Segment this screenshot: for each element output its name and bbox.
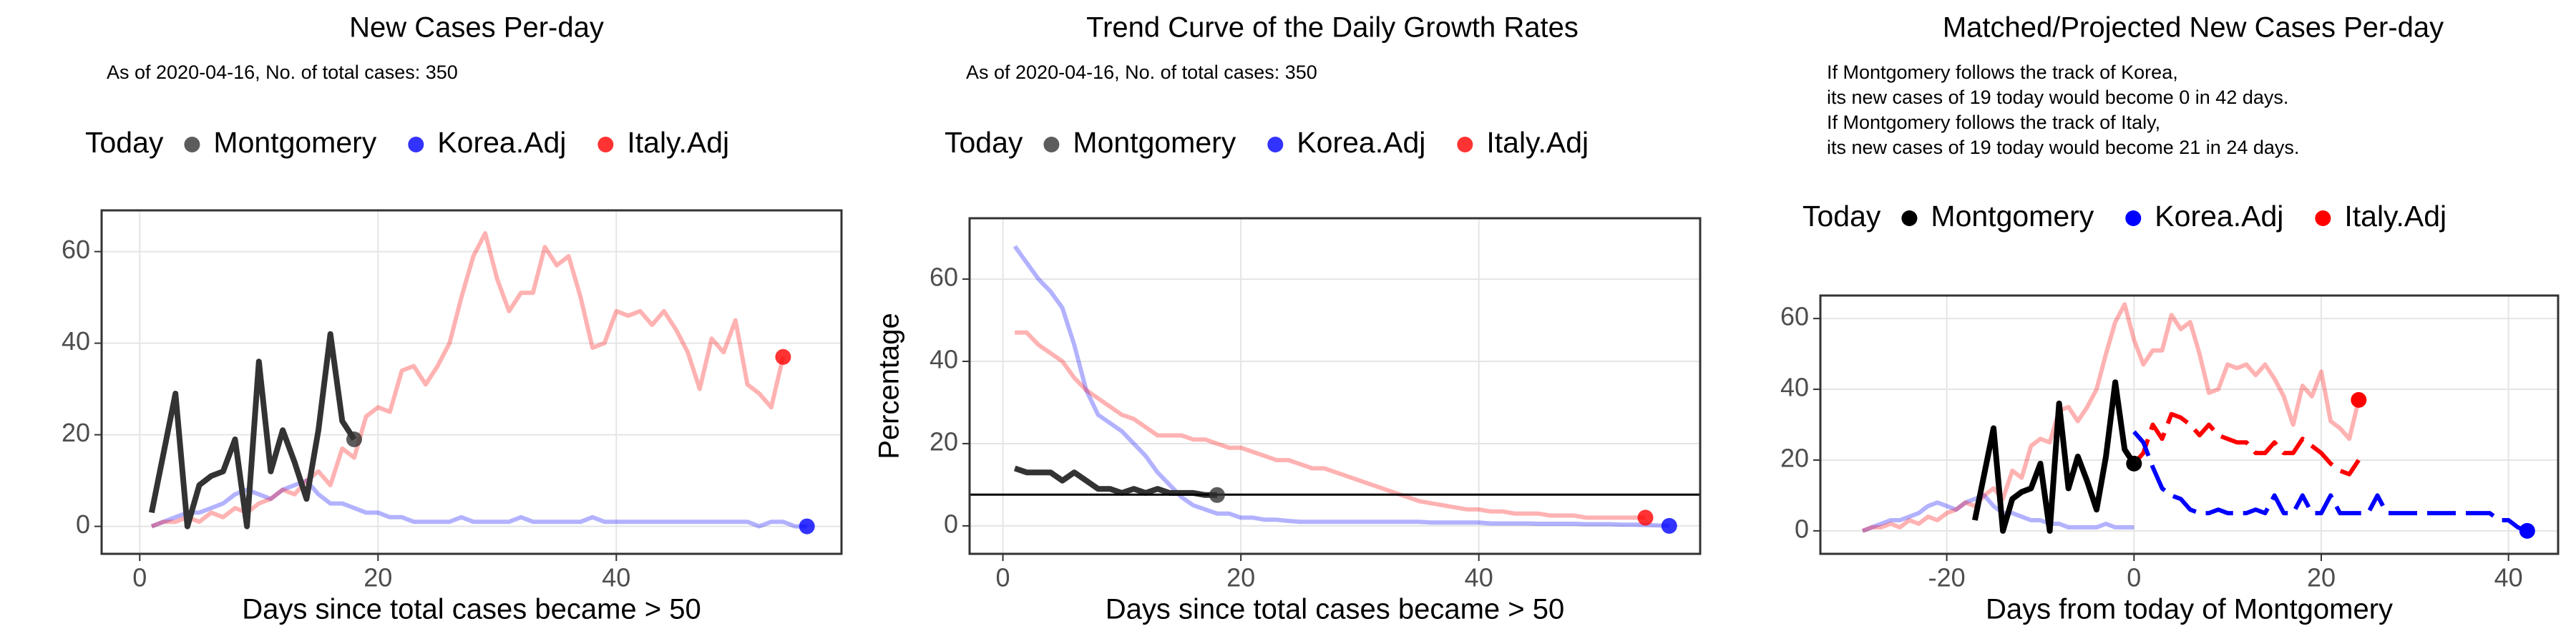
chart-title: New Cases Per-day (349, 12, 604, 44)
annotation: If Montgomery follows the track of Italy… (1827, 112, 2160, 133)
series-line (1861, 302, 2361, 533)
y-tick-label: 0 (76, 509, 90, 539)
chart-title: Trend Curve of the Daily Growth Rates (1086, 12, 1579, 44)
legend-marker (597, 137, 614, 152)
series-line (1015, 330, 1646, 520)
chart-subtitle: As of 2020-04-16, No. of total cases: 35… (107, 62, 458, 83)
x-axis-label: Days since total cases became > 50 (1106, 594, 1564, 625)
series-line (2132, 411, 2361, 477)
x-tick-label: 40 (602, 563, 630, 592)
legend-label: Italy.Adj (627, 126, 729, 159)
x-tick-label: 40 (2494, 563, 2523, 592)
legend-title: Today (1802, 200, 1881, 233)
x-tick-label: 20 (1226, 563, 1255, 592)
series-line (150, 231, 786, 529)
y-tick-label: 60 (62, 235, 90, 264)
legend-marker (2315, 210, 2331, 226)
x-tick-label: 20 (364, 563, 392, 592)
legend-label: Montgomery (213, 126, 376, 159)
today-marker (1661, 517, 1677, 534)
annotation: If Montgomery follows the track of Korea… (1827, 62, 2178, 83)
y-axis-label: Percentage (874, 313, 905, 459)
x-tick-label: -20 (1928, 563, 1966, 592)
series-line (148, 331, 357, 530)
today-marker (346, 431, 362, 447)
series-line (1013, 465, 1217, 498)
legend-label: Korea.Adj (437, 126, 566, 159)
legend-marker (1901, 210, 1918, 226)
legend-marker (408, 137, 424, 152)
today-marker (799, 518, 815, 535)
y-tick-label: 40 (930, 345, 958, 374)
legend-marker (2125, 210, 2142, 226)
legend-marker (1267, 137, 1284, 152)
today-marker (1637, 509, 1654, 526)
x-axis-label: Days from today of Montgomery (1986, 594, 2393, 625)
chart-title: Matched/Projected New Cases Per-day (1943, 12, 2444, 44)
legend-label: Italy.Adj (1486, 126, 1589, 159)
today-marker (1209, 487, 1225, 503)
series-line (1013, 245, 1669, 528)
annotation: its new cases of 19 today would become 0… (1827, 87, 2288, 108)
legend-label: Italy.Adj (2344, 200, 2446, 233)
legend-marker (1043, 137, 1060, 152)
x-tick-label: 40 (1465, 563, 1493, 592)
panel-border (100, 209, 843, 555)
series-line (150, 478, 807, 529)
today-marker (2351, 391, 2367, 408)
chart-subtitle: As of 2020-04-16, No. of total cases: 35… (966, 62, 1317, 83)
y-tick-label: 20 (62, 418, 90, 447)
annotation: its new cases of 19 today would become 2… (1827, 137, 2299, 158)
x-axis-label: Days since total cases became > 50 (242, 594, 701, 625)
today-marker (2519, 522, 2535, 539)
today-marker (775, 348, 791, 365)
y-tick-label: 0 (1795, 514, 1809, 543)
legend-label: Korea.Adj (2155, 200, 2283, 233)
x-tick-label: 20 (2307, 563, 2336, 592)
legend-title: Today (945, 126, 1023, 159)
y-tick-label: 60 (1780, 302, 1809, 331)
series-line (1971, 379, 2137, 534)
y-tick-label: 60 (930, 263, 958, 292)
y-tick-label: 40 (62, 326, 90, 356)
x-tick-label: 0 (2127, 563, 2141, 592)
legend-label: Korea.Adj (1297, 126, 1425, 159)
legend-label: Montgomery (1931, 200, 2094, 233)
legend-title: Today (85, 126, 164, 159)
series-line (2132, 430, 2528, 533)
legend-label: Montgomery (1073, 126, 1236, 159)
x-tick-label: 0 (132, 563, 147, 592)
panel-border (1819, 294, 2560, 555)
legend-marker (184, 137, 200, 152)
today-marker (2126, 455, 2142, 472)
legend-marker (1457, 137, 1473, 152)
x-tick-label: 0 (996, 563, 1010, 592)
y-tick-label: 0 (944, 509, 958, 538)
y-tick-label: 20 (930, 426, 958, 456)
y-tick-label: 40 (1780, 373, 1809, 402)
panel-border (968, 217, 1702, 555)
y-tick-label: 20 (1780, 443, 1809, 472)
